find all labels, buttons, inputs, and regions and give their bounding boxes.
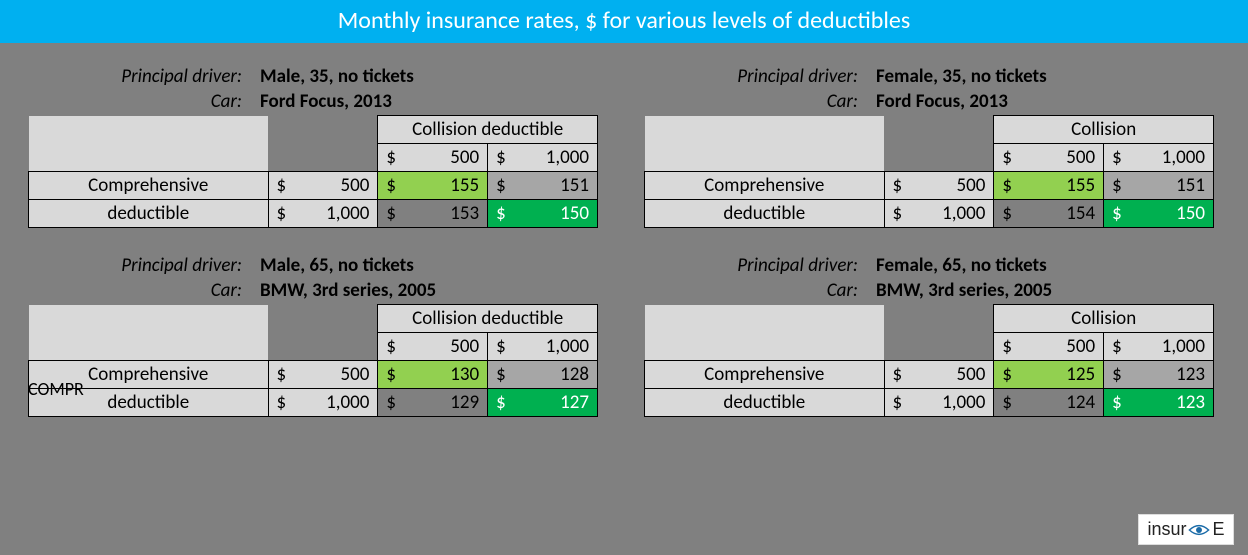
row-level: $500 bbox=[884, 361, 994, 389]
collision-header: Collision bbox=[994, 305, 1214, 333]
title-text: Monthly insurance rates, $ for various l… bbox=[338, 6, 910, 35]
comp-label: Comprehensive bbox=[645, 361, 885, 389]
col-level: $500 bbox=[378, 333, 488, 361]
meta-label-car: Car: bbox=[28, 90, 260, 113]
meta-value-driver: Female, 65, no tickets bbox=[876, 254, 1047, 277]
rate-cell: $151 bbox=[1104, 172, 1214, 200]
meta-value-driver: Female, 35, no tickets bbox=[876, 65, 1047, 88]
meta-label-driver: Principal driver: bbox=[644, 65, 876, 88]
meta-value-car: Ford Focus, 2013 bbox=[260, 90, 392, 113]
eye-icon bbox=[1188, 523, 1210, 537]
meta-value-driver: Male, 65, no tickets bbox=[260, 254, 414, 277]
meta-label-car: Car: bbox=[644, 90, 876, 113]
col-level: $1,000 bbox=[488, 333, 598, 361]
rate-cell: $150 bbox=[1104, 200, 1214, 228]
rate-cell: $150 bbox=[488, 200, 598, 228]
col-level: $500 bbox=[994, 144, 1104, 172]
rate-table: Collision$500$1,000Comprehensive$500$125… bbox=[644, 304, 1214, 417]
meta-label-car: Car: bbox=[644, 279, 876, 302]
rate-cell: $124 bbox=[994, 389, 1104, 417]
col-level: $1,000 bbox=[1104, 333, 1214, 361]
rate-panel: Principal driver:Male, 35, no ticketsCar… bbox=[28, 65, 598, 228]
row-level: $1,000 bbox=[268, 389, 378, 417]
title-bar: Monthly insurance rates, $ for various l… bbox=[0, 0, 1248, 43]
rate-panel: Principal driver:Female, 35, no ticketsC… bbox=[644, 65, 1214, 228]
meta-label-driver: Principal driver: bbox=[28, 65, 260, 88]
rate-cell: $127 bbox=[488, 389, 598, 417]
meta-value-driver: Male, 35, no tickets bbox=[260, 65, 414, 88]
col-level: $500 bbox=[378, 144, 488, 172]
col-level: $1,000 bbox=[488, 144, 598, 172]
logo-text: insur bbox=[1147, 519, 1186, 540]
rate-table: Collision deductible$500$1,000Comprehens… bbox=[28, 304, 598, 417]
meta-value-car: BMW, 3rd series, 2005 bbox=[260, 279, 436, 302]
rate-table: Collision deductible$500$1,000Comprehens… bbox=[28, 115, 598, 228]
rate-cell: $154 bbox=[994, 200, 1104, 228]
rate-panel: Principal driver:Female, 65, no ticketsC… bbox=[644, 254, 1214, 417]
rate-cell: $151 bbox=[488, 172, 598, 200]
collision-header: Collision deductible bbox=[378, 305, 598, 333]
panels-grid: Principal driver:Male, 35, no ticketsCar… bbox=[0, 43, 1248, 417]
rate-cell: $123 bbox=[1104, 389, 1214, 417]
rate-cell: $123 bbox=[1104, 361, 1214, 389]
meta-label-driver: Principal driver: bbox=[28, 254, 260, 277]
col-level: $1,000 bbox=[1104, 144, 1214, 172]
rate-cell: $129 bbox=[378, 389, 488, 417]
col-level: $500 bbox=[994, 333, 1104, 361]
rate-cell: $130 bbox=[378, 361, 488, 389]
logo-text-2: E bbox=[1212, 519, 1225, 540]
row-level: $1,000 bbox=[884, 200, 994, 228]
comp-label: Comprehensive bbox=[29, 172, 269, 200]
comp-label: Comprehensive bbox=[645, 172, 885, 200]
rate-table: Collision$500$1,000Comprehensive$500$155… bbox=[644, 115, 1214, 228]
logo-badge: insur E bbox=[1138, 514, 1234, 545]
rate-cell: $155 bbox=[378, 172, 488, 200]
row-level: $500 bbox=[268, 172, 378, 200]
collision-header: Collision bbox=[994, 116, 1214, 144]
rate-cell: $153 bbox=[378, 200, 488, 228]
rate-cell: $155 bbox=[994, 172, 1104, 200]
compr-note: COMPR bbox=[28, 378, 84, 400]
row-level: $1,000 bbox=[884, 389, 994, 417]
row-level: $1,000 bbox=[268, 200, 378, 228]
rate-panel: Principal driver:Male, 65, no ticketsCar… bbox=[28, 254, 598, 417]
meta-label-driver: Principal driver: bbox=[644, 254, 876, 277]
rate-cell: $128 bbox=[488, 361, 598, 389]
meta-value-car: Ford Focus, 2013 bbox=[876, 90, 1008, 113]
comp-label: deductible bbox=[645, 389, 885, 417]
collision-header: Collision deductible bbox=[378, 116, 598, 144]
row-level: $500 bbox=[268, 361, 378, 389]
meta-value-car: BMW, 3rd series, 2005 bbox=[876, 279, 1052, 302]
rate-cell: $125 bbox=[994, 361, 1104, 389]
comp-label: deductible bbox=[29, 200, 269, 228]
row-level: $500 bbox=[884, 172, 994, 200]
comp-label: deductible bbox=[645, 200, 885, 228]
meta-label-car: Car: bbox=[28, 279, 260, 302]
